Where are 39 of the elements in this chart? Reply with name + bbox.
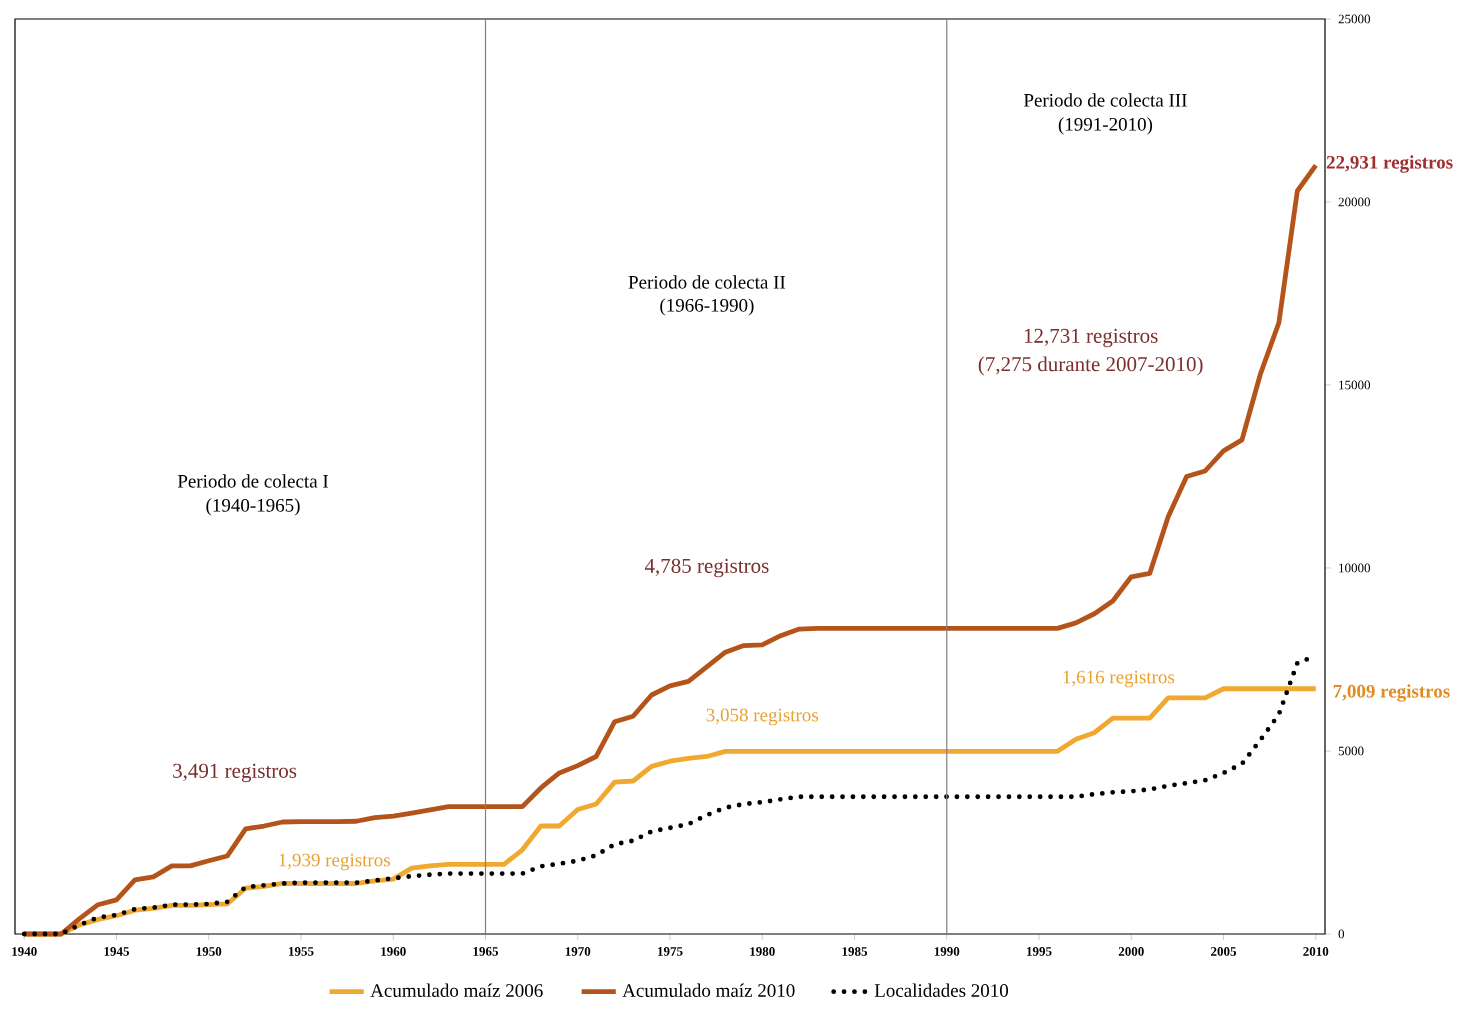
- annotation: 12,731 registros: [1024, 328, 1158, 348]
- x-tick-label: 1955: [289, 947, 314, 956]
- legend-label: Acumulado maíz 2006: [370, 983, 543, 997]
- y-tick-label: 15000: [1339, 380, 1371, 390]
- x-tick-label: 2010: [1303, 947, 1329, 956]
- annotation: Periodo de colecta III: [1023, 93, 1187, 107]
- text: 22,931 registros: [1326, 155, 1453, 173]
- y-tick-label: 5000: [1338, 746, 1364, 756]
- annotation: Periodo de colecta II: [628, 275, 786, 289]
- x-tick-label: 1965: [473, 947, 499, 956]
- annotation: 4,785 registros: [644, 558, 769, 578]
- x-tick-label: 1975: [658, 947, 683, 956]
- x-tick-label: 1960: [381, 947, 406, 956]
- text: 7,009 registros: [1333, 684, 1450, 702]
- x-tick-label: 1945: [104, 947, 130, 956]
- y-tick-label: 20000: [1338, 197, 1371, 207]
- y-tick-label: 0: [1338, 929, 1345, 939]
- annotation: 3,491 registros: [173, 763, 297, 783]
- annotation: (1991-2010): [1058, 117, 1153, 135]
- x-tick-label: 1940: [12, 947, 37, 956]
- x-tick-label: 1985: [842, 947, 868, 956]
- y-tick-label: 25000: [1338, 14, 1371, 24]
- legend-label: Acumulado maíz 2010: [622, 983, 795, 997]
- x-tick-label: 1970: [565, 947, 591, 956]
- x-tick-label: 1980: [750, 947, 775, 956]
- annotation: 1,616 registros: [1063, 670, 1175, 688]
- x-tick-label: 1995: [1027, 947, 1052, 956]
- legend-label: Localidades 2010: [874, 983, 1009, 997]
- annotation: (1966-1990): [660, 298, 754, 316]
- annotation: Periodo de colecta I: [177, 474, 329, 488]
- x-tick-label: 1950: [196, 947, 222, 956]
- x-tick-label: 2000: [1118, 947, 1144, 956]
- x-tick-label: 1990: [934, 947, 960, 956]
- x-tick-label: 2005: [1211, 947, 1237, 956]
- annotation: 1,939 registros: [279, 853, 390, 871]
- annotation: (1940-1965): [206, 498, 300, 516]
- annotation: (7,275 durante 2007-2010): [978, 356, 1203, 376]
- annotation: 3,058 registros: [706, 708, 819, 726]
- y-tick-label: 10000: [1339, 563, 1371, 573]
